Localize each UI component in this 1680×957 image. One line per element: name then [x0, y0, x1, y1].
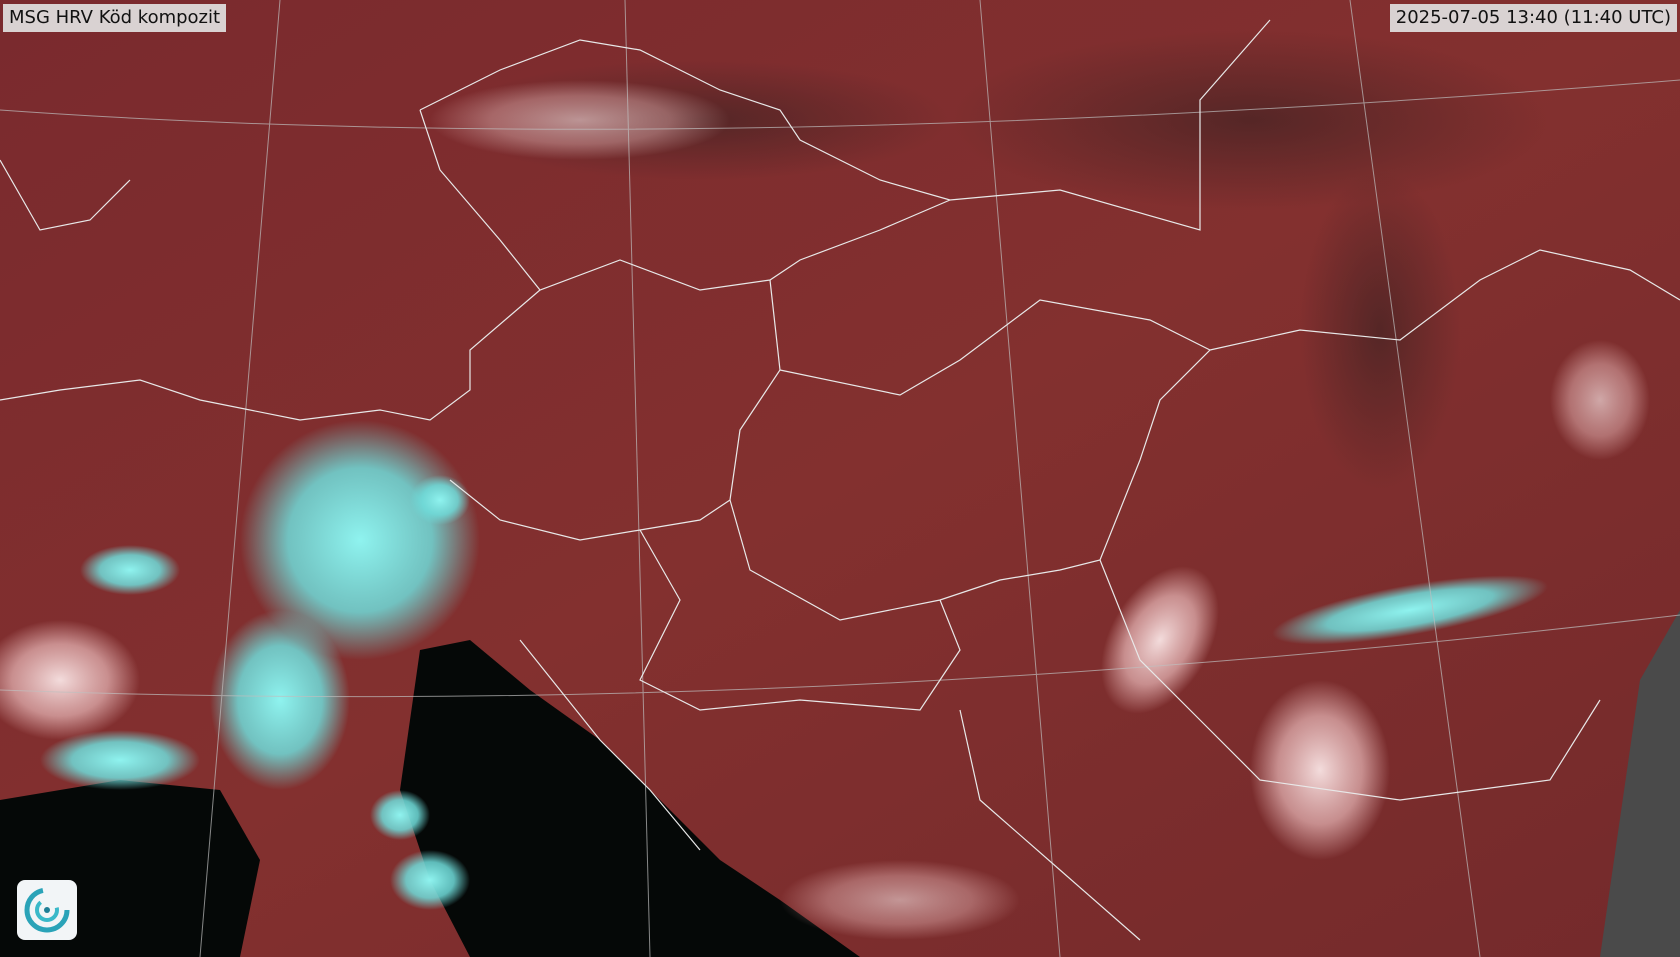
timestamp: 2025-07-05 13:40 (11:40 UTC) [1389, 4, 1677, 32]
logo[interactable] [17, 880, 77, 940]
logo-icon [24, 887, 70, 933]
map-title: MSG HRV Köd kompozit [3, 4, 227, 32]
